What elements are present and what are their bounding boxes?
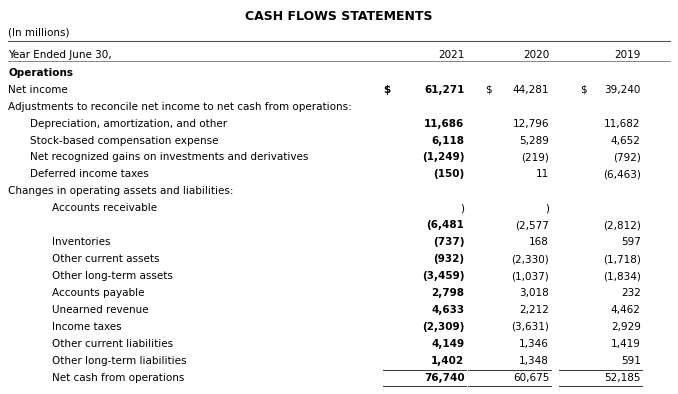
Text: Net recognized gains on investments and derivatives: Net recognized gains on investments and … [30,152,308,162]
Text: Income taxes: Income taxes [52,322,121,332]
Text: Stock-based compensation expense: Stock-based compensation expense [30,136,218,145]
Text: (2,309): (2,309) [422,322,464,332]
Text: 232: 232 [621,288,641,298]
Text: (3,631): (3,631) [511,322,549,332]
Text: Operations: Operations [8,68,73,78]
Text: 4,633: 4,633 [431,305,464,315]
Text: 1,346: 1,346 [519,339,549,349]
Text: ): ) [545,203,549,213]
Text: Accounts receivable: Accounts receivable [52,203,157,213]
Text: (737): (737) [433,237,464,247]
Text: 39,240: 39,240 [604,85,641,95]
Text: $: $ [580,85,586,95]
Text: Depreciation, amortization, and other: Depreciation, amortization, and other [30,119,227,128]
Text: 44,281: 44,281 [513,85,549,95]
Text: (932): (932) [433,254,464,264]
Text: (2,330): (2,330) [511,254,549,264]
Text: 3,018: 3,018 [519,288,549,298]
Text: (1,834): (1,834) [603,271,641,281]
Text: (1,718): (1,718) [603,254,641,264]
Text: Deferred income taxes: Deferred income taxes [30,169,148,179]
Text: 2021: 2021 [438,50,464,60]
Text: Other long-term liabilities: Other long-term liabilities [52,356,186,366]
Text: (3,459): (3,459) [422,271,464,281]
Text: 11,686: 11,686 [424,119,464,128]
Text: 4,462: 4,462 [611,305,641,315]
Text: 1,419: 1,419 [611,339,641,349]
Text: 2020: 2020 [523,50,549,60]
Text: 52,185: 52,185 [604,373,641,383]
Text: 11: 11 [536,169,549,179]
Text: (In millions): (In millions) [8,28,70,37]
Text: ): ) [460,203,464,213]
Text: 591: 591 [621,356,641,366]
Text: Other current liabilities: Other current liabilities [52,339,173,349]
Text: 2,929: 2,929 [611,322,641,332]
Text: 1,402: 1,402 [431,356,464,366]
Text: (2,812): (2,812) [603,220,641,230]
Text: 2019: 2019 [614,50,641,60]
Text: Net income: Net income [8,85,68,95]
Text: Changes in operating assets and liabilities:: Changes in operating assets and liabilit… [8,186,234,196]
Text: 6,118: 6,118 [431,136,464,145]
Text: 4,652: 4,652 [611,136,641,145]
Text: 11,682: 11,682 [604,119,641,128]
Text: $: $ [383,85,391,95]
Text: Unearned revenue: Unearned revenue [52,305,148,315]
Text: (792): (792) [613,152,641,162]
Text: (1,249): (1,249) [422,152,464,162]
Text: $: $ [485,85,492,95]
Text: (2,577: (2,577 [515,220,549,230]
Text: 61,271: 61,271 [424,85,464,95]
Text: Net cash from operations: Net cash from operations [52,373,184,383]
Text: (1,037): (1,037) [511,271,549,281]
Text: (6,463): (6,463) [603,169,641,179]
Text: 76,740: 76,740 [424,373,464,383]
Text: CASH FLOWS STATEMENTS: CASH FLOWS STATEMENTS [245,10,433,23]
Text: (219): (219) [521,152,549,162]
Text: 1,348: 1,348 [519,356,549,366]
Text: 60,675: 60,675 [513,373,549,383]
Text: 12,796: 12,796 [513,119,549,128]
Text: 5,289: 5,289 [519,136,549,145]
Text: (6,481: (6,481 [426,220,464,230]
Text: Year Ended June 30,: Year Ended June 30, [8,50,112,60]
Text: 168: 168 [530,237,549,247]
Text: Inventories: Inventories [52,237,110,247]
Text: 2,798: 2,798 [431,288,464,298]
Text: (150): (150) [433,169,464,179]
Text: Accounts payable: Accounts payable [52,288,144,298]
Text: 2,212: 2,212 [519,305,549,315]
Text: 597: 597 [621,237,641,247]
Text: Other current assets: Other current assets [52,254,159,264]
Text: Other long-term assets: Other long-term assets [52,271,172,281]
Text: 4,149: 4,149 [431,339,464,349]
Text: Adjustments to reconcile net income to net cash from operations:: Adjustments to reconcile net income to n… [8,102,352,112]
